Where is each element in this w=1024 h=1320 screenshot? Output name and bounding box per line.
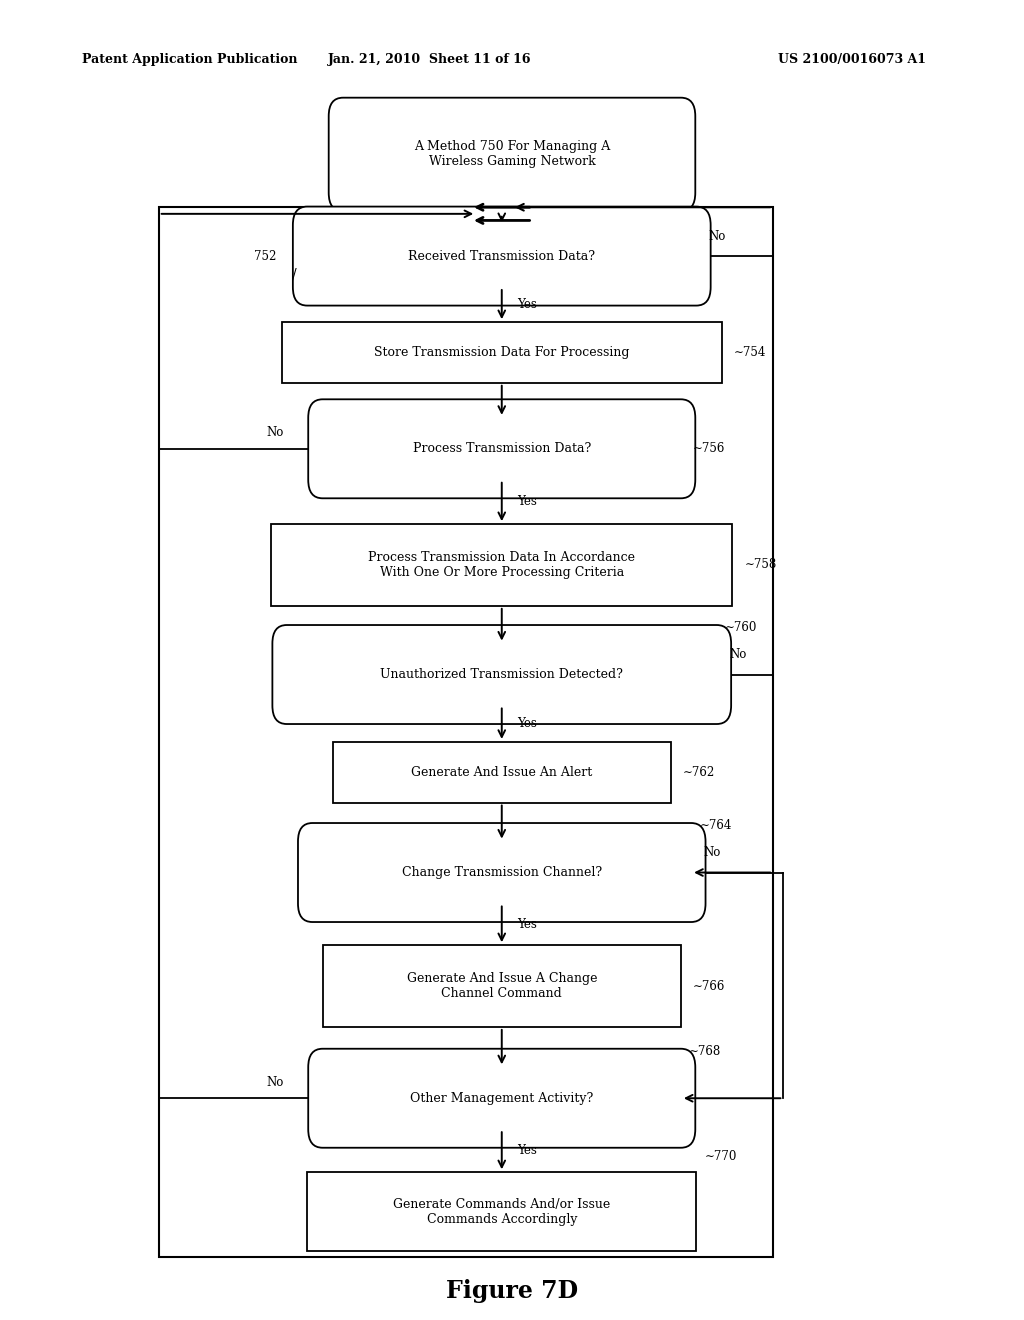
Text: 752: 752 [254, 249, 276, 263]
Text: ∼754: ∼754 [734, 346, 767, 359]
Text: ∼768: ∼768 [689, 1045, 721, 1059]
Bar [323, 945, 681, 1027]
Bar [333, 742, 671, 803]
Text: Change Transmission Channel?: Change Transmission Channel? [401, 866, 602, 879]
Text: ∼758: ∼758 [744, 558, 776, 572]
Text: No: No [266, 426, 284, 440]
Text: A Method 750 For Managing A
Wireless Gaming Network: A Method 750 For Managing A Wireless Gam… [414, 140, 610, 169]
Text: /: / [292, 268, 297, 281]
Bar [282, 322, 722, 383]
Text: Unauthorized Transmission Detected?: Unauthorized Transmission Detected? [380, 668, 624, 681]
Text: Patent Application Publication: Patent Application Publication [82, 53, 297, 66]
Bar [271, 524, 732, 606]
Text: No: No [266, 1076, 284, 1089]
Text: Process Transmission Data In Accordance
With One Or More Processing Criteria: Process Transmission Data In Accordance … [369, 550, 635, 579]
Text: No: No [729, 648, 746, 661]
FancyBboxPatch shape [329, 98, 695, 211]
Text: Yes: Yes [517, 917, 537, 931]
Bar [159, 207, 773, 1257]
Text: Yes: Yes [517, 717, 537, 730]
FancyBboxPatch shape [308, 1048, 695, 1147]
FancyBboxPatch shape [272, 626, 731, 725]
Text: Yes: Yes [517, 495, 537, 508]
Text: Figure 7D: Figure 7D [445, 1279, 579, 1303]
Text: US 2100/0016073 A1: US 2100/0016073 A1 [778, 53, 927, 66]
Text: ∼770: ∼770 [705, 1150, 737, 1163]
Text: Yes: Yes [517, 298, 537, 312]
Text: No: No [709, 230, 726, 243]
Text: Generate And Issue A Change
Channel Command: Generate And Issue A Change Channel Comm… [407, 972, 597, 1001]
Text: Generate And Issue An Alert: Generate And Issue An Alert [411, 766, 593, 779]
Text: Received Transmission Data?: Received Transmission Data? [409, 249, 595, 263]
Text: Other Management Activity?: Other Management Activity? [411, 1092, 593, 1105]
FancyBboxPatch shape [298, 824, 706, 921]
Text: ∼760: ∼760 [725, 622, 758, 635]
Text: Store Transmission Data For Processing: Store Transmission Data For Processing [374, 346, 630, 359]
Text: Jan. 21, 2010  Sheet 11 of 16: Jan. 21, 2010 Sheet 11 of 16 [329, 53, 531, 66]
Text: Yes: Yes [517, 1144, 537, 1158]
FancyBboxPatch shape [293, 206, 711, 305]
Text: ∼766: ∼766 [693, 979, 726, 993]
Bar [307, 1172, 696, 1251]
Text: ∼764: ∼764 [699, 820, 732, 832]
FancyBboxPatch shape [308, 399, 695, 498]
Text: ∼762: ∼762 [683, 766, 715, 779]
Text: Process Transmission Data?: Process Transmission Data? [413, 442, 591, 455]
Text: ∼756: ∼756 [693, 442, 726, 455]
Text: No: No [703, 846, 721, 859]
Text: Generate Commands And/or Issue
Commands Accordingly: Generate Commands And/or Issue Commands … [393, 1197, 610, 1226]
